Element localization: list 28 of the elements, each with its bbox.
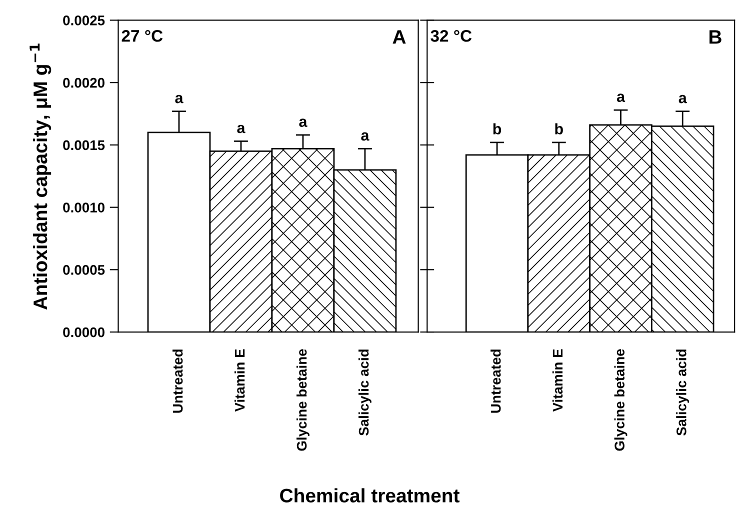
y-tick-label: 0.0010 [63,202,104,212]
y-tick-label: 0.0025 [63,16,105,26]
x-tick-label: Salicylic acid [358,350,372,436]
annotation: a [361,132,370,141]
chart-title: 32 °C [430,30,472,42]
annotation: a [175,94,184,104]
y-tick-label: 0.0015 [63,140,105,150]
x-tick-label: Untreated [172,350,183,413]
annotation: A [392,30,406,44]
x-axis-title: Chemical treatment [280,488,460,502]
y-tick-label: 0.0000 [63,327,104,338]
annotation: b [555,123,563,134]
x-tick-label: Untreated [490,350,501,413]
chart-title: 27 °C [122,30,163,42]
x-tick-label: Glycine betaine [614,349,628,451]
annotation: a [616,94,626,102]
y-tick-label: 0.0020 [63,78,104,88]
x-tick-label: Salicylic acid [676,350,690,436]
annotation: a [237,124,246,134]
annotation: b [493,123,502,134]
x-tick-label: Vitamin E [234,349,245,412]
annotation: a [299,118,308,127]
y-tick-label: 0.0005 [63,265,105,275]
x-tick-label: Glycine betaine [296,349,310,451]
annotation: a [678,94,687,104]
x-tick-label: Vitamin E [552,349,563,412]
annotation: B [710,30,722,44]
y-axis-title: Antioxidant capacity, μM g$^{−1}$ [30,44,52,310]
